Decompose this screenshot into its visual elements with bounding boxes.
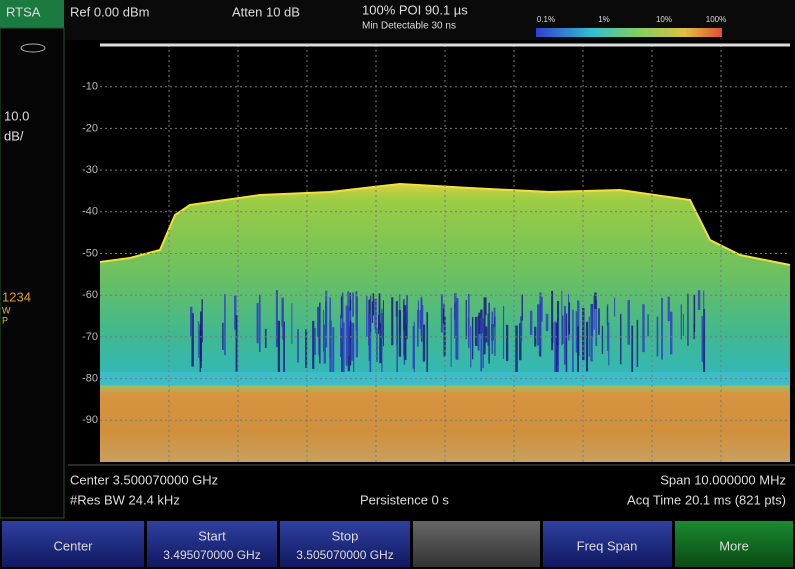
mode: RTSA xyxy=(6,4,41,19)
softkey-blank[interactable] xyxy=(413,521,540,567)
softkey[interactable] xyxy=(675,521,793,567)
scale-value: 10.0 xyxy=(4,108,29,123)
trace-numbers: 1234 xyxy=(2,289,31,304)
attenuation: Atten 10 dB xyxy=(232,4,300,19)
y-axis-label: -40 xyxy=(82,206,98,218)
y-axis-label: -80 xyxy=(82,373,98,385)
color-bar-label: 10% xyxy=(656,15,672,24)
persistence: Persistence 0 s xyxy=(360,492,449,507)
peak-trace xyxy=(99,182,791,266)
span: Span 10.000000 MHz xyxy=(660,472,786,487)
trace-detector: P xyxy=(2,315,8,325)
color-bar-label: 1% xyxy=(598,15,610,24)
min-detectable: Min Detectable 30 ns xyxy=(362,21,456,32)
softkey[interactable] xyxy=(280,521,410,567)
persistence-color-bar xyxy=(536,28,722,37)
signal-density xyxy=(100,184,790,385)
softkey-value: 3.495070000 GHz xyxy=(163,548,260,562)
softkey-value: 3.505070000 GHz xyxy=(296,548,393,562)
softkey-label: Center xyxy=(53,538,93,553)
sweep-icon xyxy=(20,43,46,53)
y-axis-label: -10 xyxy=(82,81,98,93)
y-axis-label: -30 xyxy=(82,164,98,176)
acq-time: Acq Time 20.1 ms (821 pts) xyxy=(627,492,786,507)
softkey-label: Freq Span xyxy=(577,538,638,553)
softkey[interactable] xyxy=(2,521,144,567)
softkey-label: Start xyxy=(198,528,226,543)
softkey[interactable] xyxy=(543,521,672,567)
color-bar-label: 0.1% xyxy=(537,15,555,24)
softkey-label: More xyxy=(719,538,749,553)
scale-unit: dB/ xyxy=(4,128,24,143)
y-axis-label: -70 xyxy=(82,331,98,343)
y-axis-label: -20 xyxy=(82,122,98,134)
noise-floor xyxy=(100,385,790,462)
ref-level: Ref 0.00 dBm xyxy=(70,4,150,19)
softkey[interactable] xyxy=(147,521,277,567)
color-bar-label: 100% xyxy=(706,15,726,24)
trace-type: W xyxy=(2,305,11,315)
res-bw: #Res BW 24.4 kHz xyxy=(70,492,180,507)
y-axis-label: -50 xyxy=(82,247,98,259)
y-axis-label: -90 xyxy=(82,414,98,426)
y-axis-label: -60 xyxy=(82,289,98,301)
poi: 100% POI 90.1 µs xyxy=(362,2,468,17)
mode-badge xyxy=(0,0,64,28)
center-freq: Center 3.500070000 GHz xyxy=(70,472,218,487)
softkey-label: Stop xyxy=(332,528,359,543)
sidebar xyxy=(0,27,65,519)
